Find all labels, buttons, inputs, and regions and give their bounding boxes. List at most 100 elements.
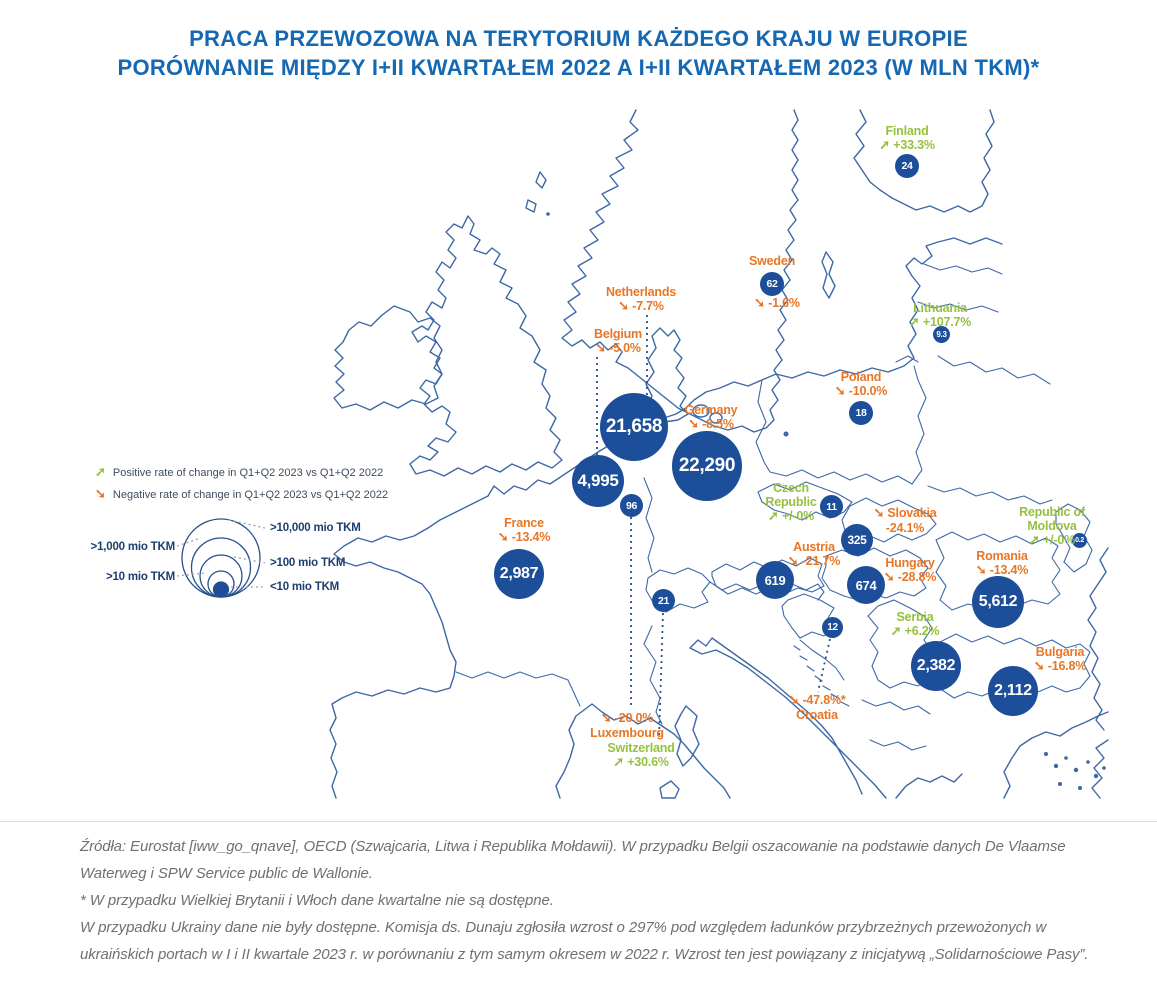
positive-arrow-icon: ➚ — [1029, 532, 1040, 547]
country-label-serbia: Serbia ➚ +6.2% — [860, 610, 970, 639]
map-gotland — [821, 251, 836, 299]
country-name: Lithuania — [913, 301, 967, 315]
border-austria — [711, 557, 825, 595]
bubble-belgium: 4,995 — [572, 455, 624, 507]
border-hungary — [821, 547, 929, 601]
legend-size-label-1: >10,000 mio TKM — [270, 522, 361, 534]
bubble-value: 4,995 — [577, 471, 619, 490]
border-romania — [935, 531, 1061, 611]
country-name: Poland — [840, 370, 882, 384]
bubble-value: 11 — [826, 500, 837, 513]
negative-arrow-icon: ➘ — [618, 298, 629, 313]
border-france-germany — [643, 477, 655, 573]
bubble-value: 2,987 — [499, 565, 539, 582]
bubble-value: 18 — [855, 407, 867, 419]
footnote-asterisk: * W przypadku Wielkiej Brytanii i Włoch … — [80, 892, 554, 909]
country-label-finland: Finland ➚ +33.3% — [852, 124, 962, 153]
country-name: Bulgaria — [1035, 645, 1085, 659]
negative-arrow-icon: ➘ — [595, 340, 606, 355]
country-change: +33.3% — [893, 138, 935, 152]
country-name: Austria — [793, 540, 835, 554]
country-change: +/-0% — [1042, 533, 1075, 547]
bubble-value: 21,658 — [605, 416, 663, 437]
positive-arrow-icon: ➚ — [95, 464, 106, 479]
country-name: Germany — [684, 403, 738, 417]
country-label-hungary: Hungary ➘ -28.8% — [855, 556, 965, 585]
map-denmark — [645, 327, 689, 423]
country-name: Sweden — [748, 254, 796, 268]
legend-size-label-2: >1,000 mio TKM — [90, 541, 176, 553]
border-bulgaria — [933, 633, 1091, 699]
bubble-switzerland: 21 — [652, 589, 675, 612]
country-label-romania: Romania ➘ -13.4% — [947, 549, 1057, 578]
bubble-bulgaria: 2,112 — [988, 666, 1038, 716]
footnotes: Źródła: Eurostat [iww_go_qnave], OECD (S… — [0, 821, 1157, 968]
border-croatia — [781, 593, 835, 639]
legend-size-label-5: <10 mio TKM — [270, 581, 340, 593]
bubble-value: 62 — [766, 278, 778, 290]
map-black-sea-coast — [1087, 547, 1109, 731]
footnote-sources: Źródła: Eurostat [iww_go_qnave], OECD (S… — [80, 838, 1066, 882]
negative-arrow-icon: ➘ — [688, 416, 699, 431]
positive-arrow-icon: ➚ — [890, 623, 902, 638]
country-label-austria: Austria ➘ -21.7% — [759, 540, 869, 569]
country-change: -5.0% — [609, 341, 641, 355]
country-label-belgium: Belgium ➘ -5.0% — [563, 327, 673, 356]
border-moldova — [1055, 503, 1093, 573]
positive-arrow-icon: ➚ — [879, 137, 890, 152]
country-change: +6.2% — [904, 624, 940, 638]
country-change-sweden: ➘ -1.6% — [727, 295, 827, 311]
country-name: Czech Republic — [765, 481, 817, 509]
bubble-luxembourg: 96 — [620, 494, 643, 517]
bubble-serbia: 2,382 — [911, 641, 961, 691]
border-kaliningrad — [895, 355, 919, 363]
bubble-lithuania: 9.3 — [933, 326, 950, 343]
bubble-finland: 24 — [895, 154, 919, 178]
country-label-switzerland: Switzerland ➚ +30.6% — [581, 741, 701, 770]
bubble-sweden: 62 — [760, 272, 784, 296]
map-scandinavia — [561, 109, 799, 433]
bubble-value: 2,112 — [994, 682, 1032, 699]
bubble-hungary: 674 — [847, 566, 885, 604]
border-ukraine — [927, 485, 1053, 505]
bubble-croatia: 12 — [822, 617, 843, 638]
country-label-sweden: Sweden — [722, 254, 822, 268]
border-czech — [757, 481, 853, 521]
map-croatian-islands — [793, 645, 850, 707]
map-finland — [853, 109, 995, 213]
border-macedonia — [861, 699, 931, 751]
map-corsica — [674, 705, 700, 767]
border-france-italy — [643, 625, 663, 725]
country-name: Serbia — [896, 610, 934, 624]
bubble-value: 0.2 — [1075, 537, 1084, 544]
legend-negative-label: Negative rate of change in Q1+Q2 2023 vs… — [112, 489, 389, 501]
border-bosnia — [799, 639, 845, 681]
country-name: France — [504, 516, 544, 530]
map-bornholm — [783, 431, 789, 437]
legend-size-circles — [176, 518, 266, 598]
map-northern-isles — [525, 171, 547, 213]
title-line-2: PORÓWNANIE MIĘDZY I+II KWARTAŁEM 2022 A … — [117, 55, 1040, 80]
country-change: -1.6% — [768, 296, 800, 310]
bubble-moldova: 0.2 — [1072, 533, 1087, 548]
legend-positive-label: Positive rate of change in Q1+Q2 2023 vs… — [112, 467, 384, 479]
bubble-value: 22,290 — [678, 455, 736, 476]
country-change: -13.4% — [989, 563, 1029, 577]
map-danish-isle — [692, 404, 710, 418]
bubble-value: 21 — [657, 594, 670, 607]
legend-positive-row: ➚ Positive rate of change in Q1+Q2 2023 v… — [95, 464, 383, 480]
country-name: Luxembourg — [590, 725, 664, 740]
country-label-france: France ➘ -13.4% — [469, 516, 579, 545]
country-change: -16.8% — [1047, 659, 1087, 673]
country-change: -10.0% — [848, 384, 888, 398]
border-baltics-1 — [923, 263, 1003, 275]
negative-arrow-icon: ➘ — [787, 553, 799, 568]
map-isle-dot — [546, 212, 550, 216]
negative-arrow-icon: ➘ — [600, 710, 612, 725]
positive-arrow-icon: ➚ — [613, 754, 624, 769]
bubble-romania: 5,612 — [972, 576, 1024, 628]
country-change: -47.8%* — [802, 693, 846, 707]
map-sardinia — [659, 780, 680, 799]
legend-negative-row: ➘ Negative rate of change in Q1+Q2 2023 v… — [95, 486, 388, 502]
